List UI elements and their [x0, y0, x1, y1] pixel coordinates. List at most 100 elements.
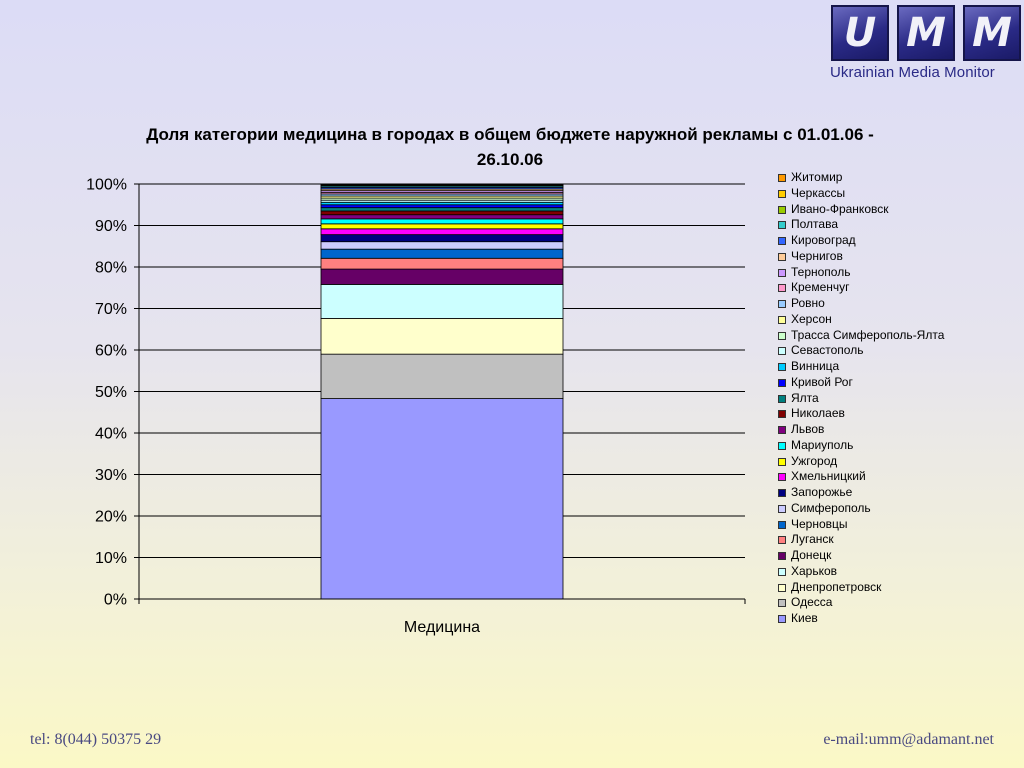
umm-logo: U M M Ukrainian Media Monitor: [830, 2, 1024, 86]
legend-swatch: [778, 363, 786, 371]
legend-label: Ялта: [791, 390, 819, 405]
legend: Житомир Черкассы Ивано-Франковск Полтава Кир…: [778, 170, 1018, 627]
legend-item: Луганск: [778, 532, 1018, 548]
legend-item: Запорожье: [778, 485, 1018, 501]
bar-segment: [320, 228, 564, 236]
legend-label: Ивано-Франковск: [791, 201, 889, 216]
bar-segment: [320, 218, 564, 225]
bar-segment: [320, 214, 564, 220]
logo-letter-m2: M: [963, 5, 1021, 61]
legend-swatch: [778, 473, 786, 482]
legend-swatch: [778, 331, 786, 340]
legend-item: Винница: [778, 359, 1018, 375]
bar-segment: [320, 318, 564, 355]
legend-label: Кировоград: [791, 233, 856, 247]
bar-segment: [320, 398, 564, 600]
legend-item: Львов: [778, 422, 1018, 438]
bar-segment: [320, 248, 564, 259]
legend-item: Харьков: [778, 564, 1018, 580]
y-tick-label: 100%: [86, 177, 127, 194]
y-tick-label: 60%: [95, 343, 127, 360]
legend-swatch: [778, 315, 786, 324]
legend-item: Киев: [778, 611, 1018, 627]
legend-swatch: [778, 520, 786, 529]
legend-label: Одесса: [791, 595, 833, 610]
stacked-bar: [320, 183, 564, 600]
legend-swatch: [778, 205, 786, 214]
legend-label: Кременчуг: [791, 280, 850, 295]
logo-letter-m1: M: [897, 5, 955, 61]
bar-segment: [320, 204, 564, 209]
legend-swatch: [778, 189, 786, 198]
y-tick-label: 70%: [95, 301, 127, 318]
legend-label: Запорожье: [791, 485, 853, 499]
legend-label: Кривой Рог: [791, 374, 853, 389]
legend-item: Севастополь: [778, 343, 1018, 359]
legend-swatch: [778, 567, 786, 576]
legend-item: Трасса Симферополь-Ялта: [778, 328, 1018, 344]
bar-segment: [320, 284, 564, 319]
legend-item: Кировоград: [778, 233, 1018, 249]
legend-label: Донецк: [791, 548, 832, 562]
legend-swatch: [778, 615, 786, 623]
legend-item: Днепропетровск: [778, 580, 1018, 596]
legend-label: Харьков: [791, 563, 838, 578]
legend-label: Севастополь: [791, 343, 864, 358]
legend-label: Винница: [791, 359, 840, 373]
bar-segment: [320, 241, 564, 250]
legend-item: Кривой Рог: [778, 375, 1018, 391]
legend-swatch: [778, 300, 786, 308]
legend-swatch: [778, 599, 786, 608]
legend-item: Николаев: [778, 406, 1018, 422]
legend-label: Николаев: [791, 406, 845, 421]
legend-swatch: [778, 583, 786, 592]
y-tick-label: 0%: [104, 592, 127, 609]
legend-label: Трасса Симферополь-Ялта: [791, 327, 945, 342]
chart-title: Доля категории медицина в городах в обще…: [146, 125, 874, 169]
legend-item: Ужгород: [778, 454, 1018, 470]
legend-swatch: [778, 536, 786, 545]
y-tick-label: 10%: [95, 550, 127, 567]
legend-label: Днепропетровск: [791, 579, 882, 594]
legend-item: Мариуполь: [778, 438, 1018, 454]
x-category-label: Медицина: [404, 619, 480, 636]
y-tick-labels: 0% 10% 20% 30% 40% 50% 60% 70% 80% 90% 100%: [86, 177, 139, 609]
y-tick-label: 20%: [95, 509, 127, 526]
bar-segment: [320, 234, 564, 243]
legend-label: Чернигов: [791, 248, 843, 263]
legend-item: Ивано-Франковск: [778, 202, 1018, 218]
legend-swatch: [778, 504, 786, 513]
legend-label: Киев: [791, 611, 818, 625]
legend-item: Херсон: [778, 312, 1018, 328]
legend-swatch: [778, 441, 786, 450]
legend-label: Ровно: [791, 296, 825, 310]
legend-item: Ровно: [778, 296, 1018, 312]
legend-swatch: [778, 268, 786, 277]
legend-swatch: [778, 221, 786, 230]
bar-segment: [320, 268, 564, 285]
legend-label: Полтава: [791, 217, 838, 232]
legend-label: Житомир: [791, 170, 843, 184]
footer-email: e-mail:umm@adamant.net: [823, 731, 994, 748]
legend-item: Кременчуг: [778, 280, 1018, 296]
legend-item: Хмельницкий: [778, 469, 1018, 485]
bar-segment: [320, 257, 564, 270]
legend-item: Ялта: [778, 391, 1018, 407]
legend-item: Житомир: [778, 170, 1018, 186]
legend-item: Черновцы: [778, 517, 1018, 533]
legend-swatch: [778, 174, 786, 182]
legend-item: Черкассы: [778, 186, 1018, 202]
legend-label: Черкассы: [791, 185, 846, 200]
legend-label: Херсон: [791, 311, 832, 326]
legend-item: Донецк: [778, 548, 1018, 564]
logo-letter-u: U: [831, 5, 889, 61]
footer-telephone: tel: 8(044) 50375 29: [30, 731, 162, 748]
legend-swatch: [778, 410, 786, 419]
y-tick-label: 40%: [95, 426, 127, 443]
legend-swatch: [778, 552, 786, 560]
legend-swatch: [778, 426, 786, 434]
y-tick-label: 80%: [95, 260, 127, 277]
legend-swatch: [778, 284, 786, 293]
y-tick-label: 50%: [95, 384, 127, 401]
legend-item: Симферополь: [778, 501, 1018, 517]
